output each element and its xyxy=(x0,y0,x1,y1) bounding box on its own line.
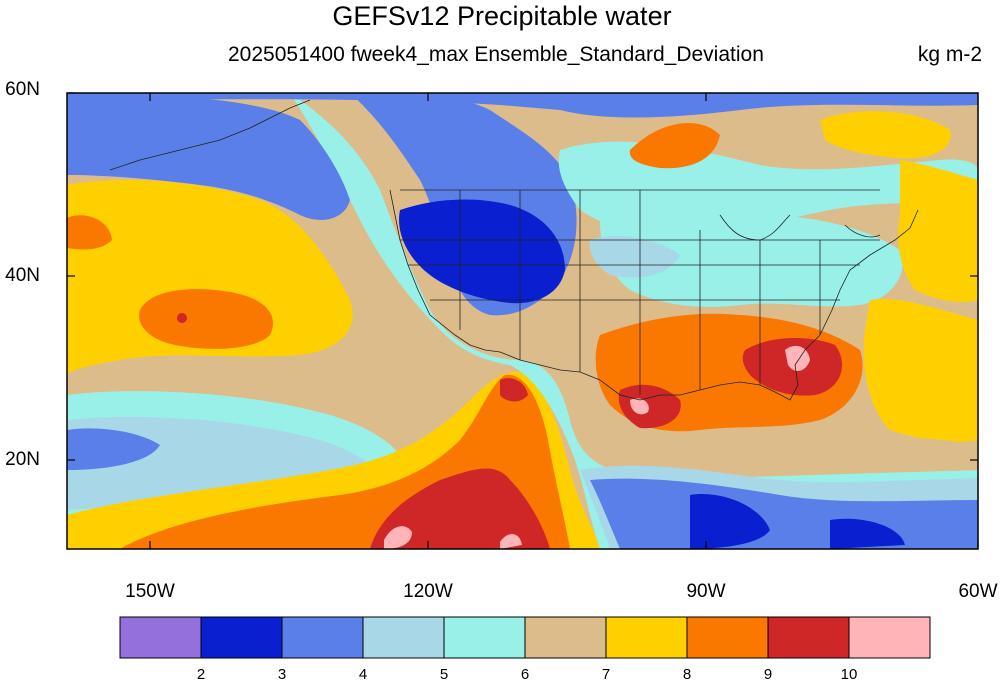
lon-label-150w: 150W xyxy=(125,581,175,602)
lat-label-60n: 60N xyxy=(5,79,40,100)
colorbar-swatch xyxy=(281,616,364,659)
colorbar-level-label: 9 xyxy=(763,666,773,683)
coastlines xyxy=(109,99,919,401)
lon-label-120w: 120W xyxy=(403,581,453,602)
map-frame xyxy=(66,92,979,550)
colorbar-swatch xyxy=(524,616,607,659)
lat-label-40n: 40N xyxy=(5,265,40,286)
colorbar-level-label: 10 xyxy=(840,666,858,683)
contour-fill xyxy=(67,93,978,549)
colorbar-swatch xyxy=(848,616,931,659)
field-level-8 xyxy=(67,180,353,375)
colorbar xyxy=(119,616,931,659)
colorbar-level-label: 7 xyxy=(601,666,611,683)
colorbar-swatch xyxy=(443,616,526,659)
colorbar-level-label: 3 xyxy=(277,666,287,683)
lon-label-60w: 60W xyxy=(958,581,998,602)
colorbar-level-label: 2 xyxy=(196,666,206,683)
colorbar-swatch xyxy=(767,616,850,659)
colorbar-swatch xyxy=(200,616,283,659)
lat-label-20n: 20N xyxy=(5,449,40,470)
lon-label-90w: 90W xyxy=(686,581,726,602)
axis-ticks xyxy=(67,92,979,549)
field-level-9 xyxy=(139,289,274,349)
map-title: GEFSv12 Precipitable water xyxy=(332,1,672,31)
colorbar-swatch xyxy=(362,616,445,659)
units-label: kg m-2 xyxy=(917,43,982,66)
colorbar-swatch xyxy=(605,616,688,659)
colorbar-level-label: 5 xyxy=(439,666,449,683)
colorbar-level-label: 4 xyxy=(358,666,368,683)
colorbar-level-label: 8 xyxy=(682,666,692,683)
colorbar-swatch xyxy=(119,616,202,659)
colorbar-level-label: 6 xyxy=(520,666,530,683)
map-subtitle: 2025051400 fweek4_max Ensemble_Standard_… xyxy=(228,43,764,66)
colorbar-swatch xyxy=(686,616,769,659)
